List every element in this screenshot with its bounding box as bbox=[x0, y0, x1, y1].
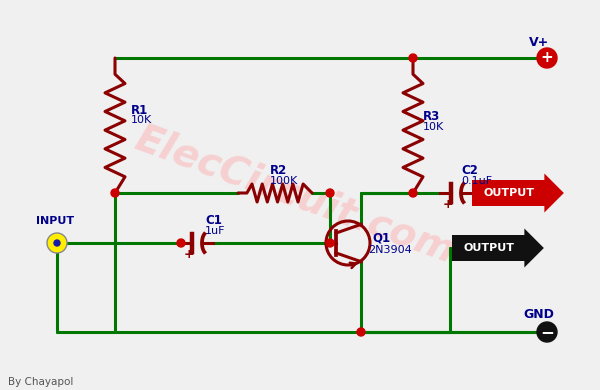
Text: 1uF: 1uF bbox=[205, 226, 226, 236]
Text: C1: C1 bbox=[205, 215, 222, 227]
Text: OUTPUT: OUTPUT bbox=[483, 188, 534, 198]
Circle shape bbox=[47, 233, 67, 253]
Text: +: + bbox=[184, 248, 194, 262]
Text: ElecCircuit.com: ElecCircuit.com bbox=[130, 119, 460, 271]
Circle shape bbox=[409, 189, 417, 197]
Text: GND: GND bbox=[524, 307, 554, 321]
Text: C2: C2 bbox=[461, 165, 478, 177]
Text: 10K: 10K bbox=[423, 122, 444, 132]
Text: R3: R3 bbox=[423, 110, 440, 124]
Text: +: + bbox=[443, 199, 454, 211]
Text: −: − bbox=[540, 323, 554, 341]
Text: OUTPUT: OUTPUT bbox=[463, 243, 514, 253]
Circle shape bbox=[177, 239, 185, 247]
Text: R1: R1 bbox=[131, 103, 148, 117]
Text: R2: R2 bbox=[270, 165, 287, 177]
Circle shape bbox=[326, 239, 334, 247]
Text: 100K: 100K bbox=[270, 176, 298, 186]
Circle shape bbox=[537, 48, 557, 68]
Circle shape bbox=[409, 54, 417, 62]
Text: 2N3904: 2N3904 bbox=[368, 245, 412, 255]
Circle shape bbox=[326, 189, 334, 197]
Text: 0.1uF: 0.1uF bbox=[461, 176, 492, 186]
Text: By Chayapol: By Chayapol bbox=[8, 377, 73, 387]
Circle shape bbox=[111, 189, 119, 197]
Circle shape bbox=[537, 322, 557, 342]
Text: Q1: Q1 bbox=[372, 232, 390, 245]
Text: INPUT: INPUT bbox=[36, 216, 74, 226]
Text: +: + bbox=[541, 50, 553, 66]
Circle shape bbox=[54, 240, 60, 246]
Text: 10K: 10K bbox=[131, 115, 152, 125]
FancyBboxPatch shape bbox=[452, 229, 544, 268]
Circle shape bbox=[357, 328, 365, 336]
Text: V+: V+ bbox=[529, 35, 549, 48]
FancyBboxPatch shape bbox=[472, 174, 564, 213]
